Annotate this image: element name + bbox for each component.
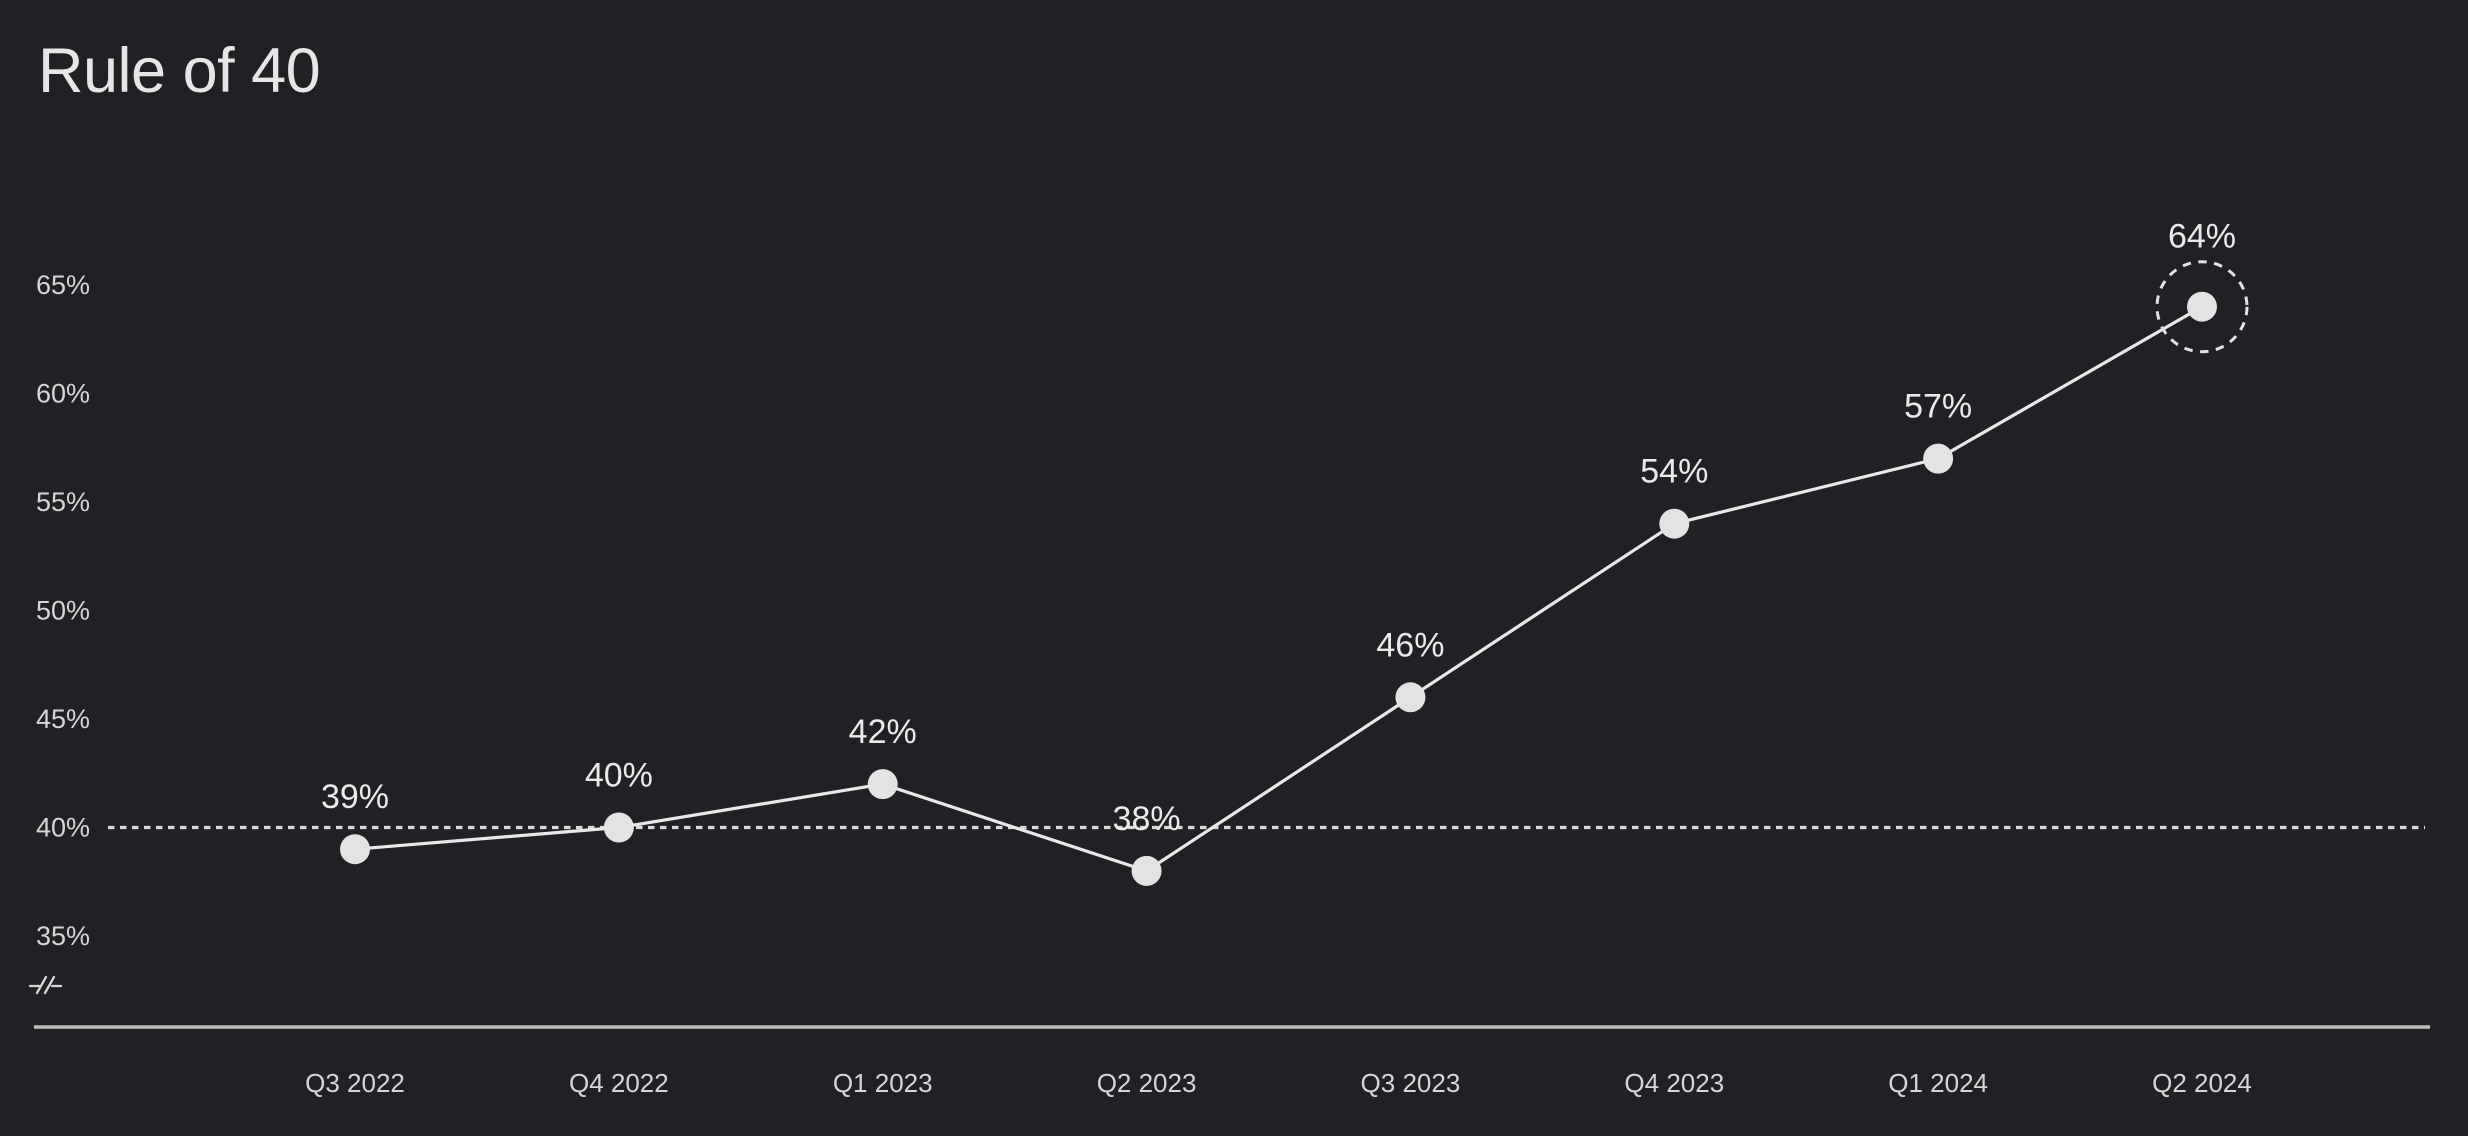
y-axis-tick-label: 65%	[36, 270, 90, 300]
y-axis-tick-label: 60%	[36, 379, 90, 409]
data-point-label-q1-2024: 57%	[1904, 388, 1972, 426]
trend-line	[353, 305, 2204, 873]
x-axis-tick-label-q4-2023: Q4 2023	[1624, 1068, 1724, 1098]
data-point-label-q4-2022: 40%	[585, 757, 653, 795]
x-axis-tick-label-q3-2023: Q3 2023	[1361, 1068, 1461, 1098]
x-axis-tick-label-q1-2024: Q1 2024	[1888, 1068, 1988, 1098]
data-point-label-q3-2022: 39%	[321, 778, 389, 816]
data-point-q1-2023[interactable]	[867, 769, 898, 800]
data-point-label-q3-2023: 46%	[1376, 626, 1444, 664]
y-axis-break-icon	[28, 975, 63, 995]
x-axis-tick-label-q3-2022: Q3 2022	[305, 1068, 405, 1098]
data-point-label-q1-2023: 42%	[849, 713, 917, 751]
data-point-q1-2024[interactable]	[1923, 443, 1954, 474]
data-point-q2-2024[interactable]	[2186, 291, 2217, 322]
y-axis-tick-label: 50%	[36, 596, 90, 626]
data-point-label-q2-2024: 64%	[2168, 218, 2236, 256]
data-point-q4-2022[interactable]	[603, 812, 634, 843]
chart-title: Rule of 40	[38, 36, 321, 106]
data-point-label-q2-2023: 38%	[1113, 800, 1181, 838]
data-point-q3-2023[interactable]	[1395, 682, 1426, 713]
y-axis-tick-label: 40%	[36, 813, 90, 843]
y-axis-tick-label: 45%	[36, 704, 90, 734]
data-point-q2-2023[interactable]	[1131, 855, 1162, 886]
x-axis-tick-label-q2-2024: Q2 2024	[2152, 1068, 2252, 1098]
highlight-ring	[2155, 260, 2249, 354]
data-point-q4-2023[interactable]	[1659, 508, 1690, 539]
x-axis-tick-label-q2-2023: Q2 2023	[1097, 1068, 1197, 1098]
data-point-q3-2022[interactable]	[340, 834, 370, 865]
x-axis-tick-label-q4-2022: Q4 2022	[569, 1068, 669, 1098]
data-point-label-q4-2023: 54%	[1640, 453, 1708, 491]
y-axis-tick-label: 55%	[36, 487, 90, 517]
x-axis-tick-label-q1-2023: Q1 2023	[833, 1068, 933, 1098]
y-axis-tick-label: 35%	[36, 921, 90, 951]
